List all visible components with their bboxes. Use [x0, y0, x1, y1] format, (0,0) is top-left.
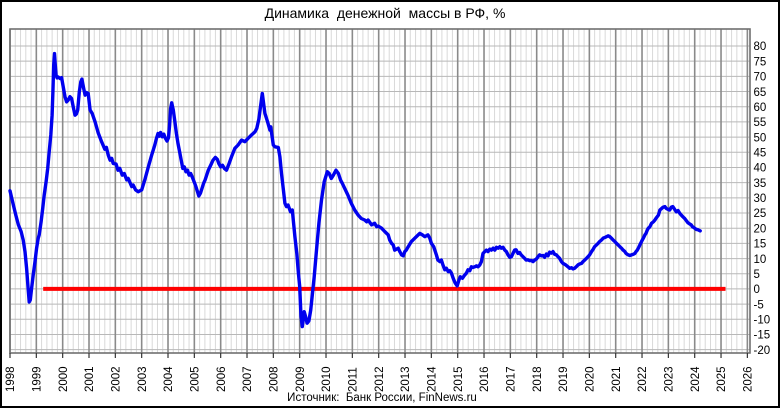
y-tick-label: -10 — [754, 314, 771, 326]
y-tick-label: 65 — [754, 87, 767, 99]
x-tick-label: 2022 — [637, 366, 649, 392]
x-tick-label: 2001 — [84, 366, 96, 392]
x-tick-label: 2011 — [348, 367, 360, 392]
y-tick-label: 70 — [754, 72, 767, 84]
x-tick-label: 2019 — [558, 366, 570, 392]
x-tick-label: 2007 — [242, 366, 254, 392]
x-tick-label: 2026 — [743, 366, 755, 392]
x-tick-label: 2006 — [216, 366, 228, 392]
x-tick-label: 2008 — [269, 366, 281, 392]
x-tick-label: 2003 — [137, 366, 149, 392]
y-tick-label: 75 — [754, 56, 767, 68]
x-tick-label: 2020 — [585, 366, 597, 392]
x-tick-label: 2013 — [400, 366, 412, 392]
x-tick-label: 1998 — [5, 366, 17, 392]
y-tick-label: -20 — [754, 345, 771, 357]
source-note: Источник: Банк России, FinNews.ru — [287, 392, 477, 404]
x-tick-label: 2002 — [111, 366, 123, 392]
y-tick-label: -5 — [754, 299, 764, 311]
x-tick-label: 2016 — [479, 366, 491, 392]
x-tick-label: 2025 — [716, 366, 728, 392]
x-tick-label: 2024 — [690, 366, 702, 392]
x-tick-label: 2012 — [374, 366, 386, 392]
y-tick-label: 80 — [754, 41, 767, 53]
y-tick-label: 50 — [754, 132, 767, 144]
x-tick-label: 2000 — [58, 366, 70, 392]
y-tick-label: 30 — [754, 193, 767, 205]
y-tick-label: 55 — [754, 117, 767, 129]
x-tick-label: 2023 — [664, 366, 676, 392]
x-tick-label: 2021 — [611, 366, 623, 392]
y-tick-label: 60 — [754, 102, 767, 114]
y-tick-label: 5 — [754, 269, 760, 281]
x-tick-label: 2018 — [532, 366, 544, 392]
x-tick-label: 2014 — [427, 366, 439, 392]
x-tick-label: 2015 — [453, 366, 465, 392]
money-supply-line — [8, 51, 702, 329]
y-tick-label: 40 — [754, 163, 767, 175]
y-tick-label: 0 — [754, 284, 760, 296]
y-tick-label: 25 — [754, 208, 767, 220]
axes-labels: 1998 1999 2000 2001 2002 2003 2004 2005 2006 2007… — [5, 41, 770, 392]
x-tick-label: 2004 — [163, 366, 175, 392]
series-lines — [8, 51, 726, 329]
y-tick-label: -15 — [754, 330, 771, 342]
y-tick-label: 10 — [754, 254, 767, 266]
x-tick-label: 2010 — [321, 366, 333, 392]
y-tick-label: 20 — [754, 223, 767, 235]
chart-title: Динамика денежной массы в РФ, % — [265, 5, 506, 21]
y-tick-label: 15 — [754, 239, 767, 251]
x-tick-label: 1999 — [32, 366, 44, 392]
y-tick-label: 45 — [754, 147, 767, 159]
x-tick-label: 2005 — [190, 366, 202, 392]
x-tick-label: 2009 — [295, 366, 307, 392]
y-tick-label: 35 — [754, 178, 767, 190]
grid — [9, 29, 750, 353]
x-tick-label: 2017 — [506, 366, 518, 392]
